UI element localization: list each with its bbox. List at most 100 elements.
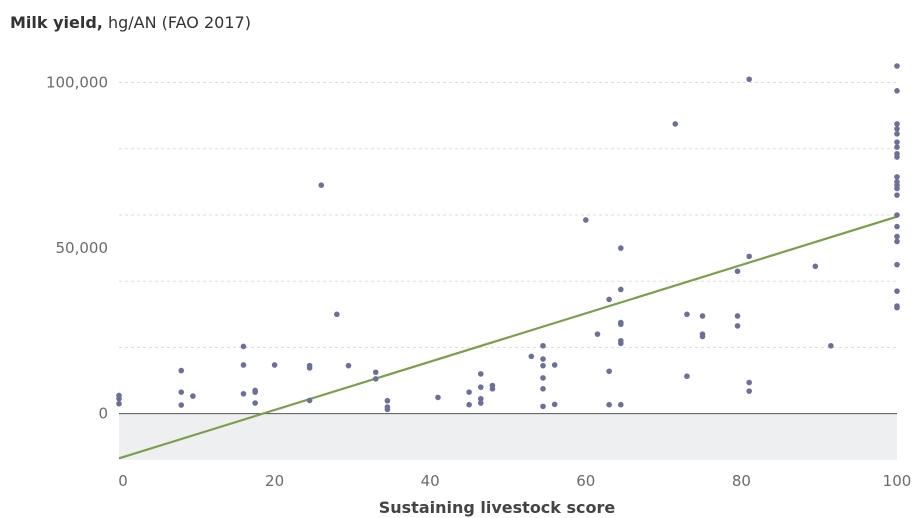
data-point (551, 362, 558, 368)
x-axis-ticks: 0 20 40 60 80 100 (118, 472, 911, 490)
data-point (252, 400, 258, 406)
data-point (746, 253, 752, 260)
data-point (306, 365, 313, 371)
x-tick-label: 40 (421, 472, 440, 490)
data-point (894, 223, 900, 230)
data-point (894, 131, 900, 137)
data-point (540, 362, 546, 369)
data-point (894, 238, 900, 245)
chart-title-rest: hg/AN (FAO 2017) (102, 13, 251, 32)
data-point (594, 331, 601, 337)
data-point (618, 321, 624, 328)
data-point (734, 323, 741, 329)
data-point (540, 342, 546, 349)
data-point (540, 403, 546, 410)
data-point (466, 389, 472, 395)
data-point (684, 311, 690, 318)
data-point (240, 390, 247, 397)
data-point (477, 400, 484, 406)
y-axis-ticks: 0 50,000 100,000 (46, 74, 108, 423)
data-point (334, 311, 340, 318)
data-point (894, 139, 900, 145)
data-point (894, 88, 900, 94)
x-tick-label: 60 (576, 472, 595, 490)
data-point (477, 395, 484, 402)
data-point (734, 313, 741, 319)
chart-title: Milk yield, hg/AN (FAO 2017) (10, 13, 251, 32)
data-point (384, 397, 391, 404)
data-point (684, 373, 690, 380)
data-point (583, 217, 589, 223)
data-point (828, 342, 834, 349)
x-axis-label: Sustaining livestock score (379, 498, 616, 517)
data-point (606, 401, 612, 408)
data-point (252, 389, 258, 395)
data-point (894, 212, 900, 218)
data-point (345, 362, 352, 369)
data-point (489, 386, 496, 392)
data-point (894, 174, 900, 180)
data-point (466, 401, 472, 408)
data-point (306, 397, 313, 404)
x-tick-label: 0 (118, 472, 128, 490)
data-points (116, 63, 900, 413)
data-point (606, 368, 612, 375)
data-point (271, 362, 278, 368)
data-point (178, 402, 185, 408)
data-point (116, 400, 122, 407)
data-point (894, 126, 900, 132)
y-tick-label: 50,000 (56, 239, 109, 257)
data-point (618, 340, 624, 347)
x-tick-label: 20 (265, 472, 284, 490)
data-point (746, 379, 752, 386)
data-point (894, 154, 900, 160)
data-point (812, 263, 819, 270)
data-point (894, 288, 900, 294)
trend-line (118, 215, 898, 460)
data-point (116, 395, 122, 402)
data-point (894, 261, 900, 268)
data-point (528, 353, 535, 360)
data-point (540, 356, 546, 362)
data-point (190, 393, 196, 399)
data-point (894, 192, 900, 198)
data-point (618, 245, 624, 251)
data-point (372, 376, 379, 382)
data-point (672, 121, 679, 127)
data-point (894, 121, 900, 127)
data-point (435, 394, 441, 401)
data-point (178, 389, 185, 395)
data-point (318, 182, 325, 188)
data-point (894, 233, 900, 240)
data-point (372, 369, 379, 376)
data-point (618, 401, 624, 408)
data-point (699, 313, 706, 319)
data-point (894, 185, 900, 192)
data-point (240, 343, 247, 350)
x-tick-label: 100 (883, 472, 912, 490)
data-point (384, 406, 391, 413)
y-tick-label: 0 (98, 405, 108, 423)
data-point (894, 144, 900, 150)
data-point (178, 367, 185, 374)
gridlines (119, 82, 897, 348)
data-point (894, 304, 900, 311)
data-point (734, 268, 741, 275)
data-point (699, 333, 706, 340)
data-point (746, 388, 752, 394)
data-point (894, 63, 900, 69)
data-point (606, 296, 612, 303)
data-point (477, 384, 484, 390)
x-tick-label: 80 (732, 472, 751, 490)
data-point (540, 375, 546, 381)
data-point (551, 401, 558, 408)
data-point (746, 76, 752, 83)
data-point (540, 386, 546, 392)
data-point (477, 371, 484, 377)
chart-title-bold: Milk yield, (10, 13, 103, 32)
negative-region-band (119, 413, 897, 460)
y-tick-label: 100,000 (46, 74, 108, 92)
data-point (618, 286, 624, 293)
